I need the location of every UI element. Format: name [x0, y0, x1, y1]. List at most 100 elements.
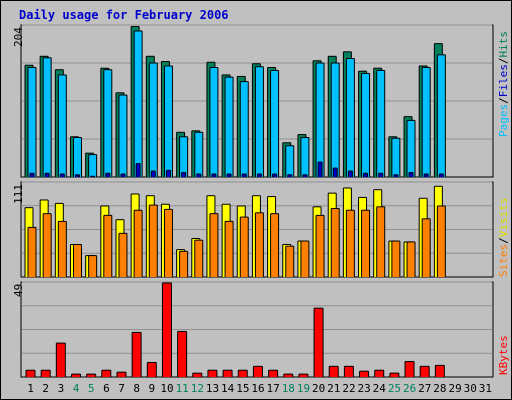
files-bar [179, 136, 188, 177]
pages-bar [211, 174, 216, 177]
sites-bar [437, 205, 446, 277]
kbytes-bar [207, 370, 217, 377]
x-tick-label: 16 [251, 382, 264, 395]
x-tick-label: 20 [312, 382, 325, 395]
files-bar [391, 138, 400, 177]
pages-bar [257, 174, 262, 177]
kbytes-bar [405, 361, 415, 377]
kbytes-bar [71, 374, 81, 377]
pages-bar [348, 171, 353, 177]
sites-bar [28, 227, 36, 277]
x-tick-label: 24 [373, 382, 387, 395]
x-tick-label: 2 [42, 382, 49, 395]
sites-bar [43, 213, 52, 277]
sites-bar [422, 218, 431, 277]
x-tick-label: 3 [58, 382, 65, 395]
pages-bar [393, 174, 398, 177]
kbytes-bar [41, 370, 51, 377]
pages-bar [227, 174, 232, 177]
pages-bar [151, 171, 156, 177]
sites-bar [73, 244, 82, 277]
kbytes-bar [283, 374, 293, 377]
sites-bar [255, 212, 264, 277]
kbytes-bar [116, 372, 126, 377]
kbytes-bar [86, 374, 96, 377]
x-tick-label: 5 [88, 382, 95, 395]
sites-bar [194, 240, 203, 277]
x-tick-label: 9 [149, 382, 156, 395]
pages-bar [166, 170, 171, 177]
kbytes-bar [192, 373, 202, 377]
kbytes-bar [420, 366, 430, 377]
x-tick-label: 15 [236, 382, 249, 395]
sites-bar [134, 210, 143, 277]
sites-bar [376, 206, 385, 277]
kbytes-bar [298, 374, 308, 377]
x-tick-label: 10 [160, 382, 173, 395]
files-bar [28, 67, 36, 177]
sites-bar [118, 233, 127, 277]
files-bar [240, 81, 249, 177]
pages-bar [439, 174, 444, 177]
files-bar [103, 69, 112, 177]
sites-bar [270, 213, 279, 277]
kbytes-bar [268, 370, 278, 377]
files-bar [255, 66, 264, 177]
pages-bar [363, 173, 368, 177]
pages-bar [242, 174, 247, 177]
x-tick-label: 17 [267, 382, 280, 395]
files-bar [300, 137, 309, 177]
kbytes-bar [389, 373, 399, 377]
x-tick-label: 21 [327, 382, 340, 395]
pages-bar [60, 174, 65, 177]
kbytes-bar [56, 343, 66, 377]
files-bar [407, 120, 416, 177]
x-tick-label: 30 [464, 382, 477, 395]
sites-bar [58, 221, 67, 277]
kbytes-bar [359, 371, 369, 377]
x-tick-label: 23 [358, 382, 371, 395]
sites-bar [164, 209, 173, 277]
files-bar [88, 154, 97, 177]
sites-bar [103, 215, 112, 277]
sites-bar [361, 210, 370, 277]
sites-bar [316, 215, 325, 277]
chart-title: Daily usage for February 2006 [19, 8, 229, 22]
x-tick-label: 12 [191, 382, 204, 395]
sites-bar [240, 217, 249, 277]
files-bar [225, 77, 234, 177]
x-tick-label: 4 [73, 382, 80, 395]
pages-bar [136, 163, 141, 177]
files-bar [285, 145, 294, 177]
pages-bar [181, 172, 186, 177]
files-bar [361, 73, 370, 177]
kbytes-bar [314, 308, 324, 377]
x-tick-label: 6 [103, 382, 110, 395]
pages-bar [333, 168, 338, 177]
files-bar [194, 132, 203, 177]
pages-bar [30, 173, 34, 177]
pages-bar [272, 174, 277, 177]
pages-bar [75, 174, 80, 177]
x-tick-label: 25 [388, 382, 401, 395]
x-tick-label: 8 [133, 382, 140, 395]
sites-bar [225, 221, 234, 277]
pages-bar [424, 174, 429, 177]
x-tick-label: 19 [297, 382, 310, 395]
x-tick-label: 13 [206, 382, 219, 395]
pages-bar [378, 173, 383, 177]
kbytes-bar [329, 366, 339, 377]
sites-bar [331, 208, 340, 277]
files-bar [346, 58, 355, 177]
pages-bar [409, 172, 414, 177]
files-bar [437, 54, 446, 177]
pages-bar [196, 174, 201, 177]
x-tick-label: 14 [221, 382, 235, 395]
x-tick-label: 1 [27, 382, 34, 395]
x-tick-label: 22 [342, 382, 355, 395]
kbytes-bar [238, 370, 248, 377]
files-bar [422, 67, 431, 177]
sites-bar [149, 205, 158, 277]
